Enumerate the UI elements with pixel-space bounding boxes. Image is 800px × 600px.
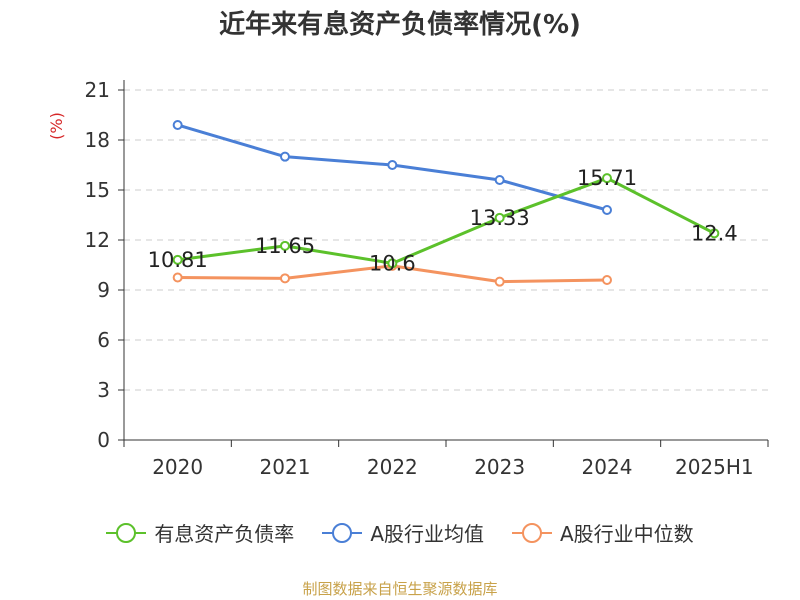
x-tick-label: 2024 (582, 455, 633, 479)
y-axis-label: (%) (47, 112, 66, 140)
data-point (172, 272, 183, 283)
axes: 0 3 6 9 12 15 18 21 2020 2021 2022 2023 2024 2025H1 (85, 78, 769, 479)
legend: 有息资产负债率 A股行业均值 A股行业中位数 (0, 518, 800, 547)
legend-marker-icon (322, 522, 363, 543)
source-note: 制图数据来自恒生聚源数据库 (302, 580, 498, 598)
data-point (172, 254, 183, 265)
x-tick-label: 2023 (474, 455, 525, 479)
chart-title: 近年来有息资产负债率情况(%) (219, 10, 581, 40)
data-point (387, 258, 398, 269)
data-label: 10.6 (369, 251, 416, 275)
data-point (494, 212, 505, 223)
legend-label: A股行业均值 (370, 522, 484, 546)
series-line (177, 176, 716, 265)
series-lines (172, 120, 720, 287)
data-labels: 10.81 11.65 10.6 13.33 15.71 12.4 (148, 166, 738, 275)
y-tick-label: 3 (97, 378, 110, 402)
x-tick-label: 2020 (152, 455, 203, 479)
legend-marker-icon (512, 522, 552, 543)
y-tick-label: 9 (97, 278, 110, 302)
data-point (172, 120, 183, 130)
legend-label: 有息资产负债率 (154, 522, 295, 546)
legend-marker-icon (106, 522, 147, 543)
data-point (709, 228, 720, 239)
y-tick-label: 18 (85, 128, 110, 152)
data-point (280, 273, 290, 284)
legend-item: 有息资产负债率 (106, 518, 294, 547)
data-point (387, 160, 398, 170)
data-label: 12.4 (691, 221, 738, 245)
data-label: 15.71 (577, 166, 637, 190)
legend-item: A股行业中位数 (512, 518, 694, 547)
data-label: 13.33 (470, 206, 530, 230)
data-label: 10.81 (148, 248, 208, 272)
data-point (494, 276, 505, 287)
x-tick-label: 2022 (367, 455, 418, 479)
legend-label: A股行业中位数 (560, 522, 694, 546)
y-tick-label: 21 (85, 78, 110, 102)
data-point (280, 240, 290, 251)
y-tick-label: 0 (97, 428, 110, 452)
x-tick-label: 2025H1 (675, 455, 754, 479)
y-tick-label: 6 (97, 328, 110, 352)
y-tick-label: 15 (85, 178, 110, 202)
y-tick-label: 12 (85, 228, 110, 252)
data-point (602, 205, 612, 215)
legend-item: A股行业均值 (322, 518, 484, 547)
data-point (602, 173, 612, 184)
data-point (494, 175, 505, 185)
data-point (602, 275, 612, 285)
data-point (280, 151, 290, 162)
data-label: 11.65 (255, 234, 315, 258)
x-tick-label: 2021 (260, 455, 311, 479)
